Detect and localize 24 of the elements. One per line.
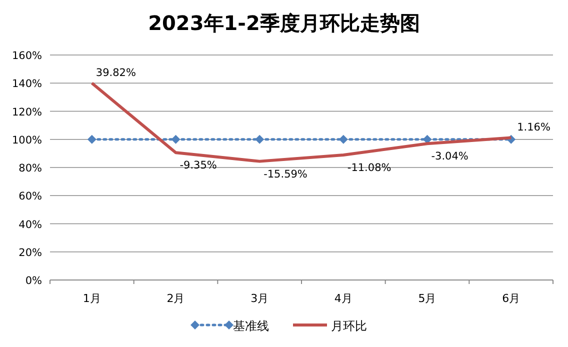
- annotation: -15.59%: [264, 168, 308, 180]
- legend-label: 基准线: [233, 319, 269, 333]
- y-tick-label: 0%: [25, 275, 42, 287]
- y-tick-label: 40%: [18, 218, 42, 231]
- y-tick-label: 20%: [18, 246, 42, 259]
- x-tick-label: 1月: [82, 292, 101, 305]
- y-tick-label: 160%: [12, 50, 42, 62]
- annotation: -3.04%: [431, 150, 468, 163]
- y-tick-label: 80%: [18, 162, 42, 174]
- annotation: -9.35%: [180, 160, 217, 172]
- legend-label: 月环比: [331, 319, 367, 333]
- y-tick-label: 100%: [12, 134, 42, 146]
- y-tick-label: 60%: [18, 190, 42, 203]
- x-tick-label: 5月: [418, 292, 436, 305]
- y-tick-label: 140%: [12, 78, 42, 90]
- annotation: -11.08%: [347, 162, 392, 174]
- chart-title: 2023年1-2季度月环比走势图: [148, 11, 420, 35]
- x-tick-label: 4月: [334, 292, 352, 305]
- x-tick-label: 6月: [502, 292, 520, 305]
- annotation: 39.82%: [96, 67, 136, 80]
- x-tick-label: 2月: [166, 292, 185, 305]
- y-tick-label: 120%: [12, 106, 42, 118]
- x-tick-label: 3月: [250, 292, 269, 305]
- annotation: 1.16%: [517, 122, 550, 134]
